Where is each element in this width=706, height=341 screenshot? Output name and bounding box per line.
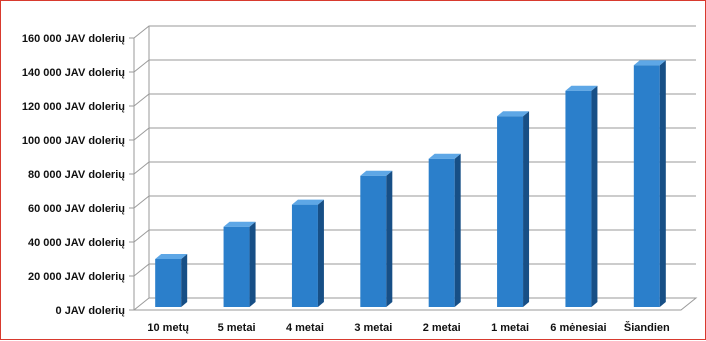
- bar-front: [291, 204, 318, 307]
- gridline: [133, 161, 696, 175]
- x-tick-label: 4 metai: [286, 322, 324, 334]
- x-axis-labels: 10 metų 5 metai 4 metai 3 metai 2 metai 1 met…: [147, 321, 670, 334]
- bar-front: [223, 226, 250, 307]
- bar-front: [155, 259, 182, 307]
- gridline: [133, 59, 696, 73]
- gridline: [133, 263, 696, 277]
- bar-4: [428, 153, 461, 307]
- y-axis-labels: 0 JAV dolerių 20 000 JAV dolerių 40 000 JA…: [22, 33, 125, 317]
- y-tick-label: 100 000 JAV dolerių: [22, 135, 125, 147]
- bar-front: [428, 158, 455, 307]
- x-tick-label: 3 metai: [354, 322, 392, 334]
- bar-5: [497, 111, 530, 307]
- bar-top: [155, 254, 188, 259]
- x-tick-label: 10 metų: [147, 322, 189, 334]
- y-tick-label: 60 000 JAV dolerių: [28, 203, 125, 215]
- bar-front: [565, 90, 592, 307]
- bar-front: [360, 175, 387, 307]
- bar-top: [497, 111, 530, 117]
- bar-top: [291, 199, 324, 205]
- x-tick-label: 6 mėnesiai: [550, 322, 606, 334]
- x-tick-label: 1 metai: [491, 322, 529, 334]
- bar-front: [633, 65, 660, 307]
- x-tick-label: 5 metai: [218, 322, 256, 334]
- bar-top: [565, 85, 598, 91]
- bar-side: [317, 199, 324, 307]
- bar-side: [591, 85, 598, 307]
- y-tick-label: 140 000 JAV dolerių: [22, 67, 125, 79]
- bar-3: [360, 170, 393, 307]
- y-tick-label: 0 JAV dolerių: [56, 305, 125, 317]
- gridline: [133, 127, 696, 141]
- bar-side: [454, 153, 461, 307]
- gridline: [133, 195, 696, 209]
- bar-side: [181, 254, 188, 307]
- gridline: [133, 93, 696, 107]
- bar-side: [523, 111, 530, 307]
- grid-layer: [129, 25, 698, 311]
- bar-top: [633, 60, 666, 66]
- bar-side: [659, 60, 666, 308]
- x-tick-label: Šiandien: [624, 321, 670, 334]
- x-tick-label: 2 metai: [423, 322, 461, 334]
- y-tick-label: 20 000 JAV dolerių: [28, 271, 125, 283]
- gridline: [133, 229, 696, 243]
- y-tick-label: 120 000 JAV dolerių: [22, 101, 125, 113]
- bar-side: [249, 221, 256, 307]
- bar-6: [565, 85, 598, 307]
- bar-2: [291, 199, 324, 307]
- bar-1: [223, 221, 256, 307]
- bar-side: [386, 170, 393, 307]
- y-tick-label: 80 000 JAV dolerių: [28, 169, 125, 181]
- bars-layer: [155, 60, 666, 308]
- bar-top: [428, 153, 461, 159]
- bar-front: [497, 116, 524, 307]
- floor: [132, 297, 698, 311]
- bar-top: [360, 170, 393, 176]
- gridline: [133, 25, 696, 39]
- y-tick-label: 160 000 JAV dolerių: [22, 33, 125, 45]
- bar-top: [223, 221, 256, 227]
- y-tick-label: 40 000 JAV dolerių: [28, 237, 125, 249]
- bar-0: [155, 254, 188, 307]
- bar-7: [633, 60, 666, 308]
